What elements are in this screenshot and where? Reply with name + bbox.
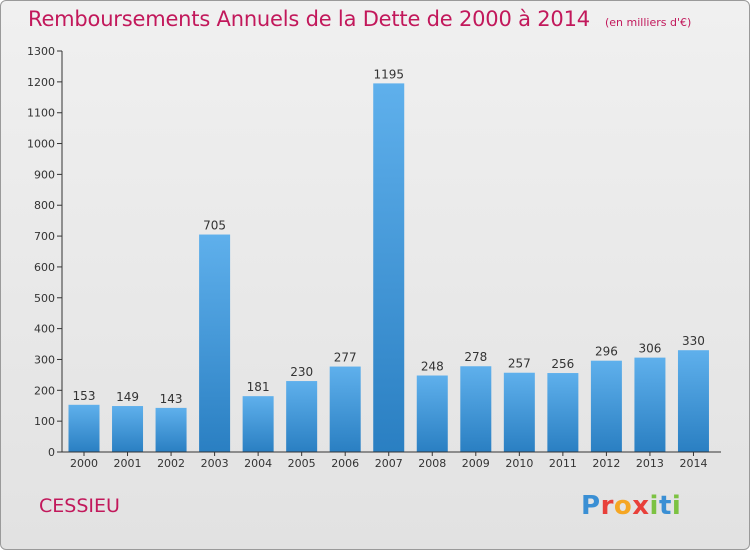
logo-letter: r	[601, 491, 614, 521]
value-label-2008: 248	[421, 360, 444, 374]
value-label-2012: 296	[595, 345, 618, 359]
x-tick-label-2004: 2004	[244, 457, 272, 470]
value-label-2010: 257	[508, 357, 531, 371]
value-label-2003: 705	[203, 219, 226, 233]
x-tick-label-2011: 2011	[549, 457, 577, 470]
bar-2009	[460, 366, 491, 452]
y-tick-label: 100	[34, 415, 55, 428]
x-tick-label-2013: 2013	[636, 457, 664, 470]
bar-2006	[330, 367, 361, 452]
y-tick-label: 1300	[27, 45, 55, 58]
bar-2010	[504, 373, 535, 452]
x-axis-labels: 2000 2001 2002 2003 2004 2005 2006 2007 2008 2009…	[70, 452, 707, 470]
x-tick-label-2003: 2003	[201, 457, 229, 470]
bar-2008	[417, 376, 448, 452]
bar-2005	[286, 381, 317, 452]
y-axis-ticks: 0 100 200 300 400 500 600 700 800 900 1000 1100 1200…	[27, 45, 62, 459]
x-tick-label-2010: 2010	[505, 457, 533, 470]
city-name: CESSIEU	[39, 495, 120, 517]
bar-2000	[69, 405, 100, 452]
x-tick-label-2012: 2012	[592, 457, 620, 470]
y-tick-label: 400	[34, 323, 55, 336]
bars: 153 149 143 705 181 230 277 1195 248 278 257 256 296…	[69, 67, 709, 452]
value-label-2009: 278	[464, 350, 487, 364]
value-label-2005: 230	[290, 365, 313, 379]
bar-2011	[547, 373, 578, 452]
bar-2004	[243, 396, 274, 452]
logo-letter: x	[632, 491, 649, 521]
y-tick-label: 500	[34, 292, 55, 305]
y-tick-label: 300	[34, 353, 55, 366]
x-tick-label-2009: 2009	[462, 457, 490, 470]
logo-letter: i	[672, 491, 681, 521]
y-tick-label: 700	[34, 230, 55, 243]
value-label-2001: 149	[116, 390, 139, 404]
y-tick-label: 200	[34, 384, 55, 397]
y-tick-label: 1200	[27, 76, 55, 89]
value-label-2000: 153	[73, 389, 96, 403]
bar-2003	[199, 235, 230, 452]
value-label-2002: 143	[160, 392, 183, 406]
value-label-2006: 277	[334, 351, 357, 365]
value-label-2011: 256	[551, 357, 574, 371]
x-tick-label-2007: 2007	[375, 457, 403, 470]
x-tick-label-2006: 2006	[331, 457, 359, 470]
y-tick-label: 0	[48, 446, 55, 459]
x-tick-label-2001: 2001	[114, 457, 142, 470]
logo-letter: o	[614, 491, 632, 521]
bar-2001	[112, 406, 143, 452]
y-tick-label: 800	[34, 199, 55, 212]
bar-2007	[373, 83, 404, 452]
y-tick-label: 1000	[27, 138, 55, 151]
x-tick-label-2002: 2002	[157, 457, 185, 470]
value-label-2014: 330	[682, 334, 705, 348]
value-label-2013: 306	[638, 342, 661, 356]
bar-2014	[678, 350, 709, 452]
x-tick-label-2005: 2005	[288, 457, 316, 470]
proxiti-logo: Proxiti	[581, 491, 681, 521]
value-label-2004: 181	[247, 380, 270, 394]
bar-2012	[591, 361, 622, 452]
bar-2013	[634, 358, 665, 452]
y-tick-label: 1100	[27, 107, 55, 120]
y-tick-label: 900	[34, 168, 55, 181]
x-tick-label-2000: 2000	[70, 457, 98, 470]
x-tick-label-2008: 2008	[418, 457, 446, 470]
y-tick-label: 600	[34, 261, 55, 274]
logo-letter: P	[581, 491, 601, 521]
x-tick-label-2014: 2014	[679, 457, 707, 470]
logo-letter: i	[650, 491, 659, 521]
value-label-2007: 1195	[373, 67, 404, 81]
bar-2002	[156, 408, 187, 452]
logo-letter: t	[659, 491, 672, 521]
